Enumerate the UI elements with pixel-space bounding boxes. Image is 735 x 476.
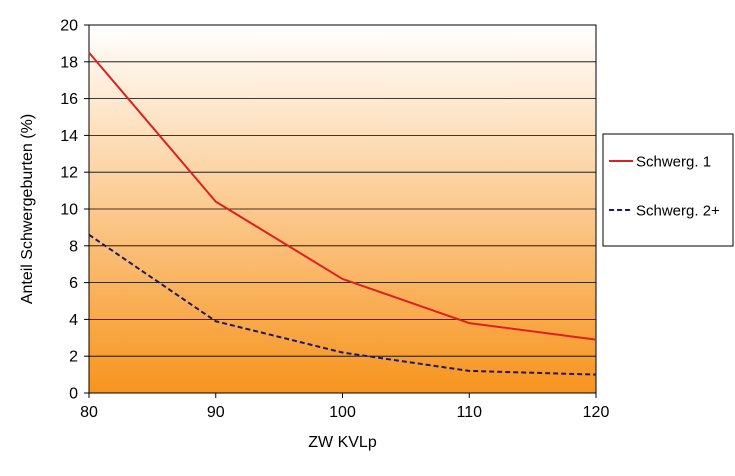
y-tick-label-16: 16 xyxy=(60,91,78,108)
y-tick-label-8: 8 xyxy=(69,238,78,255)
y-tick-label-2: 2 xyxy=(69,349,78,366)
legend: Schwerg. 1 Schwerg. 2+ xyxy=(602,133,734,247)
y-tick-label-6: 6 xyxy=(69,275,78,292)
y-tick-label-18: 18 xyxy=(60,54,78,71)
y-tick-label-12: 12 xyxy=(60,165,78,182)
x-tick-label-80: 80 xyxy=(80,404,98,421)
y-tick-label-10: 10 xyxy=(60,202,78,219)
y-axis-title: Anteil Schwergeburten (%) xyxy=(19,114,36,304)
legend-box xyxy=(602,133,734,247)
y-tick-label-4: 4 xyxy=(69,312,78,329)
legend-label-2: Schwerg. 2+ xyxy=(636,203,720,220)
x-axis-title: ZW KVLp xyxy=(308,434,377,451)
x-tick-label-90: 90 xyxy=(207,404,225,421)
y-tick-label-20: 20 xyxy=(60,18,78,35)
y-tick-label-0: 0 xyxy=(69,386,78,403)
x-tick-label-120: 120 xyxy=(583,404,610,421)
x-tick-label-110: 110 xyxy=(456,404,482,421)
y-tick-label-14: 14 xyxy=(60,128,78,145)
legend-label-1: Schwerg. 1 xyxy=(636,154,711,171)
x-tick-label-100: 100 xyxy=(329,404,356,421)
